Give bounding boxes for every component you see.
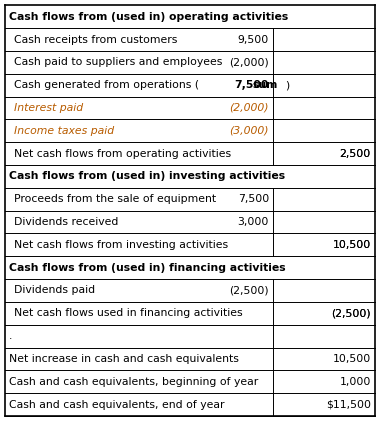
Text: Cash and cash equivalents, end of year: Cash and cash equivalents, end of year xyxy=(9,400,225,410)
Text: Cash paid to suppliers and employees: Cash paid to suppliers and employees xyxy=(14,57,222,67)
Text: Cash receipts from customers: Cash receipts from customers xyxy=(14,35,177,45)
Text: Income taxes paid: Income taxes paid xyxy=(14,126,114,136)
Text: 2,500: 2,500 xyxy=(340,148,371,159)
Text: sum: sum xyxy=(253,80,278,90)
Text: Cash flows from (used in) investing activities: Cash flows from (used in) investing acti… xyxy=(9,171,285,182)
Text: $11,500: $11,500 xyxy=(326,400,371,410)
Text: Cash generated from operations (: Cash generated from operations ( xyxy=(14,80,199,90)
Text: Net cash flows used in financing activities: Net cash flows used in financing activit… xyxy=(14,308,243,319)
Text: 10,500: 10,500 xyxy=(332,240,371,250)
Text: 10,500: 10,500 xyxy=(332,354,371,364)
Text: Cash flows from (used in) financing activities: Cash flows from (used in) financing acti… xyxy=(9,263,286,273)
Text: 2,500: 2,500 xyxy=(340,148,371,159)
Text: 7,500: 7,500 xyxy=(235,80,269,90)
Text: Dividends received: Dividends received xyxy=(14,217,119,227)
Text: 10,500: 10,500 xyxy=(332,240,371,250)
Text: Cash flows from (used in) operating activities: Cash flows from (used in) operating acti… xyxy=(9,12,288,22)
Text: Interest paid: Interest paid xyxy=(14,103,83,113)
Text: 3,000: 3,000 xyxy=(238,217,269,227)
Text: (2,000): (2,000) xyxy=(230,103,269,113)
Text: (3,000): (3,000) xyxy=(230,126,269,136)
Text: ): ) xyxy=(285,80,290,90)
Text: Cash and cash equivalents, beginning of year: Cash and cash equivalents, beginning of … xyxy=(9,377,258,387)
Text: .: . xyxy=(9,331,13,341)
Text: (2,500): (2,500) xyxy=(331,308,371,319)
Text: 1,000: 1,000 xyxy=(339,377,371,387)
Text: 9,500: 9,500 xyxy=(238,35,269,45)
Text: 7,500: 7,500 xyxy=(238,194,269,204)
Text: Proceeds from the sale of equipment: Proceeds from the sale of equipment xyxy=(14,194,216,204)
Text: (2,000): (2,000) xyxy=(229,57,269,67)
Text: Dividends paid: Dividends paid xyxy=(14,285,95,295)
Text: (2,500): (2,500) xyxy=(331,308,371,319)
Text: Net cash flows from operating activities: Net cash flows from operating activities xyxy=(14,148,231,159)
Text: (2,500): (2,500) xyxy=(230,285,269,295)
Text: Net increase in cash and cash equivalents: Net increase in cash and cash equivalent… xyxy=(9,354,239,364)
Text: Net cash flows from investing activities: Net cash flows from investing activities xyxy=(14,240,228,250)
